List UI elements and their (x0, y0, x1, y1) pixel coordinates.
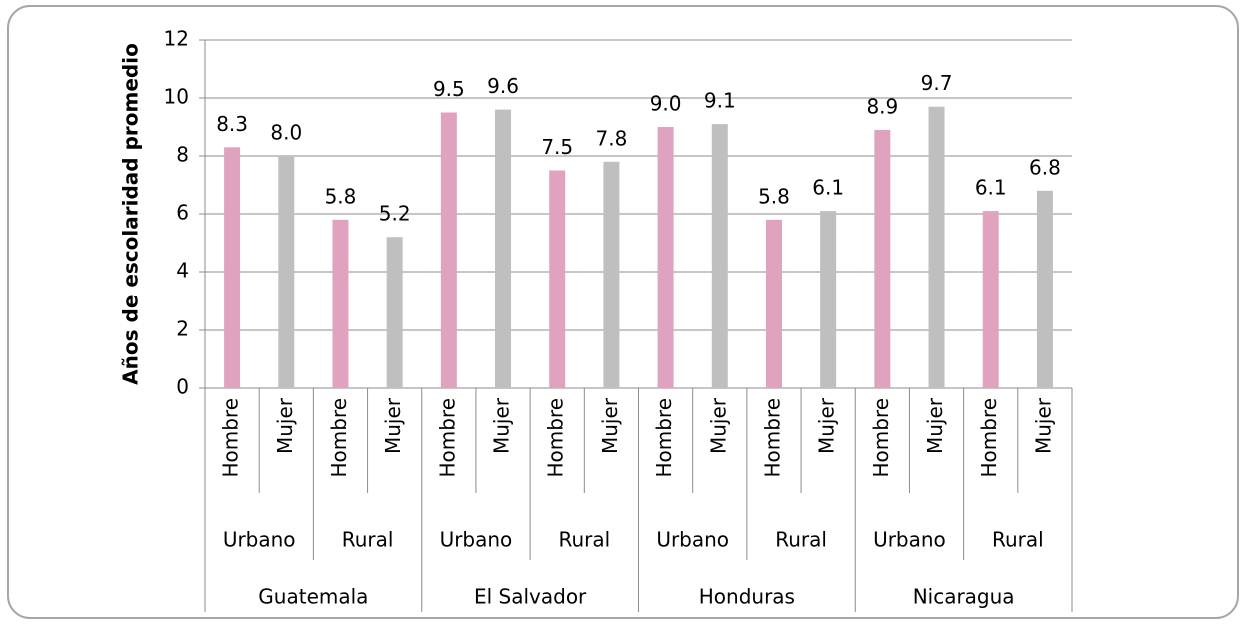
x-tick-label: Mujer (598, 397, 622, 454)
group-label: Urbano (656, 528, 729, 552)
x-tick-label: Hombre (327, 398, 351, 478)
data-label: 9.1 (704, 89, 736, 113)
country-label: Guatemala (258, 585, 368, 609)
data-label: 6.1 (975, 176, 1007, 200)
data-label: 8.3 (216, 112, 248, 136)
group-label: Rural (992, 528, 1044, 552)
data-label: 5.8 (758, 184, 790, 208)
data-label: 9.6 (487, 74, 519, 98)
bar (982, 211, 999, 388)
data-label: 6.8 (1029, 155, 1061, 179)
group-label: Urbano (440, 528, 513, 552)
bar (224, 147, 241, 388)
y-tick-label: 12 (164, 27, 189, 51)
x-tick-label: Mujer (1031, 397, 1055, 454)
x-tick-label: Mujer (706, 397, 730, 454)
x-tick-label: Hombre (869, 398, 893, 478)
group-label: Urbano (223, 528, 296, 552)
x-tick-label: Mujer (273, 397, 297, 454)
data-label: 6.1 (812, 176, 844, 200)
x-tick-label: Hombre (652, 398, 676, 478)
data-label: 9.7 (921, 71, 953, 95)
x-tick-label: Mujer (923, 397, 947, 454)
bar (440, 112, 457, 388)
group-label: Urbano (873, 528, 946, 552)
bar (874, 129, 891, 388)
bar (332, 219, 349, 388)
x-tick-label: Mujer (381, 397, 405, 454)
data-label: 5.2 (379, 202, 411, 226)
group-label: Rural (558, 528, 610, 552)
data-label: 7.5 (541, 135, 573, 159)
y-tick-label: 10 (164, 85, 189, 109)
bar (603, 161, 620, 388)
x-tick-label: Hombre (544, 398, 568, 478)
y-tick-label: 6 (176, 201, 189, 225)
country-label: Honduras (699, 585, 795, 609)
bar (765, 219, 782, 388)
bar (1036, 190, 1053, 388)
bar (711, 124, 728, 388)
x-tick-label: Hombre (435, 398, 459, 478)
bar (928, 106, 945, 388)
bar (495, 109, 512, 388)
bar (657, 127, 674, 388)
y-tick-label: 0 (176, 375, 189, 399)
data-label: 9.5 (433, 77, 465, 101)
bar (549, 170, 566, 388)
x-tick-label: Mujer (815, 397, 839, 454)
data-label: 5.8 (325, 184, 357, 208)
data-label: 8.0 (270, 121, 302, 145)
x-tick-label: Hombre (760, 398, 784, 478)
bar (386, 237, 403, 388)
group-label: Rural (342, 528, 394, 552)
group-label: Rural (775, 528, 827, 552)
x-tick-label: Mujer (490, 397, 514, 454)
y-tick-label: 8 (176, 143, 189, 167)
data-label: 7.8 (596, 126, 628, 150)
country-label: Nicaragua (913, 585, 1015, 609)
y-axis-label: Años de escolaridad promedio (119, 43, 143, 385)
data-label: 9.0 (650, 92, 682, 116)
data-label: 8.9 (866, 94, 898, 118)
x-tick-label: Hombre (219, 398, 243, 478)
bar (820, 211, 837, 388)
country-label: El Salvador (474, 585, 587, 609)
y-tick-label: 4 (176, 259, 189, 283)
y-tick-label: 2 (176, 317, 189, 341)
x-tick-label: Hombre (977, 398, 1001, 478)
bar (278, 156, 295, 388)
